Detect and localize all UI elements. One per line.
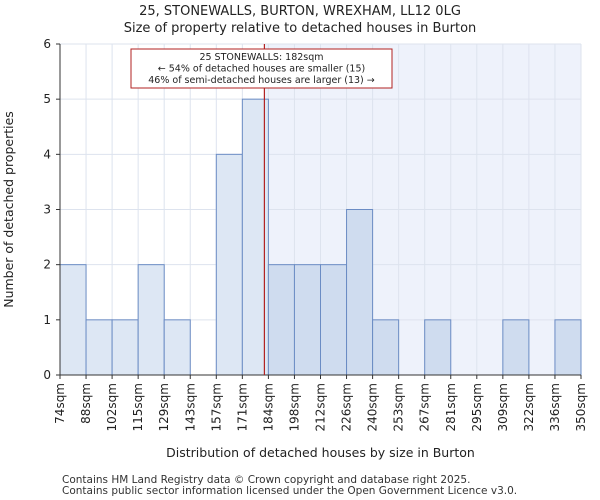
annotation-box xyxy=(130,48,393,89)
histogram-bar xyxy=(320,264,348,376)
x-tick-label: 102sqm xyxy=(105,383,119,431)
footer-copyright: Contains HM Land Registry data © Crown c… xyxy=(62,474,471,486)
x-axis-label: Distribution of detached houses by size … xyxy=(166,445,475,460)
footer-licence: Contains public sector information licen… xyxy=(62,485,518,497)
x-tick-label: 88sqm xyxy=(79,383,93,424)
x-tick-label: 157sqm xyxy=(209,383,223,431)
annotation-line: ← 54% of detached houses are smaller (15… xyxy=(158,64,365,75)
histogram-bar xyxy=(85,319,113,376)
histogram-bar xyxy=(215,153,243,376)
histogram-bar xyxy=(267,264,295,376)
y-axis-label: Number of detached properties xyxy=(1,111,16,308)
chart-title: 25, STONEWALLS, BURTON, WREXHAM, LL12 0L… xyxy=(139,4,461,19)
histogram-bar xyxy=(424,319,452,376)
x-tick-label: 115sqm xyxy=(131,383,145,431)
y-tick-label: 0 xyxy=(43,368,51,382)
x-tick-label: 281sqm xyxy=(444,383,458,431)
annotation-line: 46% of semi-detached houses are larger (… xyxy=(148,75,375,86)
histogram-bar xyxy=(111,319,139,376)
x-tick-label: 309sqm xyxy=(496,383,510,431)
chart-subtitle: Size of property relative to detached ho… xyxy=(123,21,477,36)
y-tick-label: 3 xyxy=(43,203,51,217)
histogram-bar xyxy=(346,209,374,376)
histogram-bar xyxy=(137,264,165,376)
x-tick-label: 322sqm xyxy=(522,383,536,431)
y-tick-label: 5 xyxy=(43,92,51,106)
histogram-bar xyxy=(502,319,530,376)
histogram-bar xyxy=(59,264,87,376)
y-tick-label: 1 xyxy=(43,313,51,327)
annotation-line: 25 STONEWALLS: 182sqm xyxy=(199,52,323,63)
x-tick-label: 226sqm xyxy=(340,383,354,431)
y-tick-label: 6 xyxy=(43,37,51,51)
x-tick-label: 171sqm xyxy=(235,383,249,431)
x-tick-label: 198sqm xyxy=(287,383,301,431)
x-tick-label: 350sqm xyxy=(574,383,588,431)
x-tick-label: 74sqm xyxy=(53,383,67,424)
x-tick-label: 184sqm xyxy=(261,383,275,431)
histogram-bar xyxy=(293,264,322,376)
x-tick-label: 212sqm xyxy=(314,383,328,431)
x-tick-label: 240sqm xyxy=(366,383,380,431)
x-tick-label: 267sqm xyxy=(418,383,432,431)
x-tick-label: 336sqm xyxy=(548,383,562,431)
histogram-bar xyxy=(163,319,191,376)
x-tick-label: 253sqm xyxy=(392,383,406,431)
y-tick-label: 4 xyxy=(43,147,51,161)
histogram-bar xyxy=(372,319,400,376)
x-tick-label: 295sqm xyxy=(470,383,484,431)
y-tick-label: 2 xyxy=(43,258,51,272)
x-tick-label: 129sqm xyxy=(157,383,171,431)
x-tick-label: 143sqm xyxy=(183,383,197,431)
histogram-bar xyxy=(554,319,582,376)
